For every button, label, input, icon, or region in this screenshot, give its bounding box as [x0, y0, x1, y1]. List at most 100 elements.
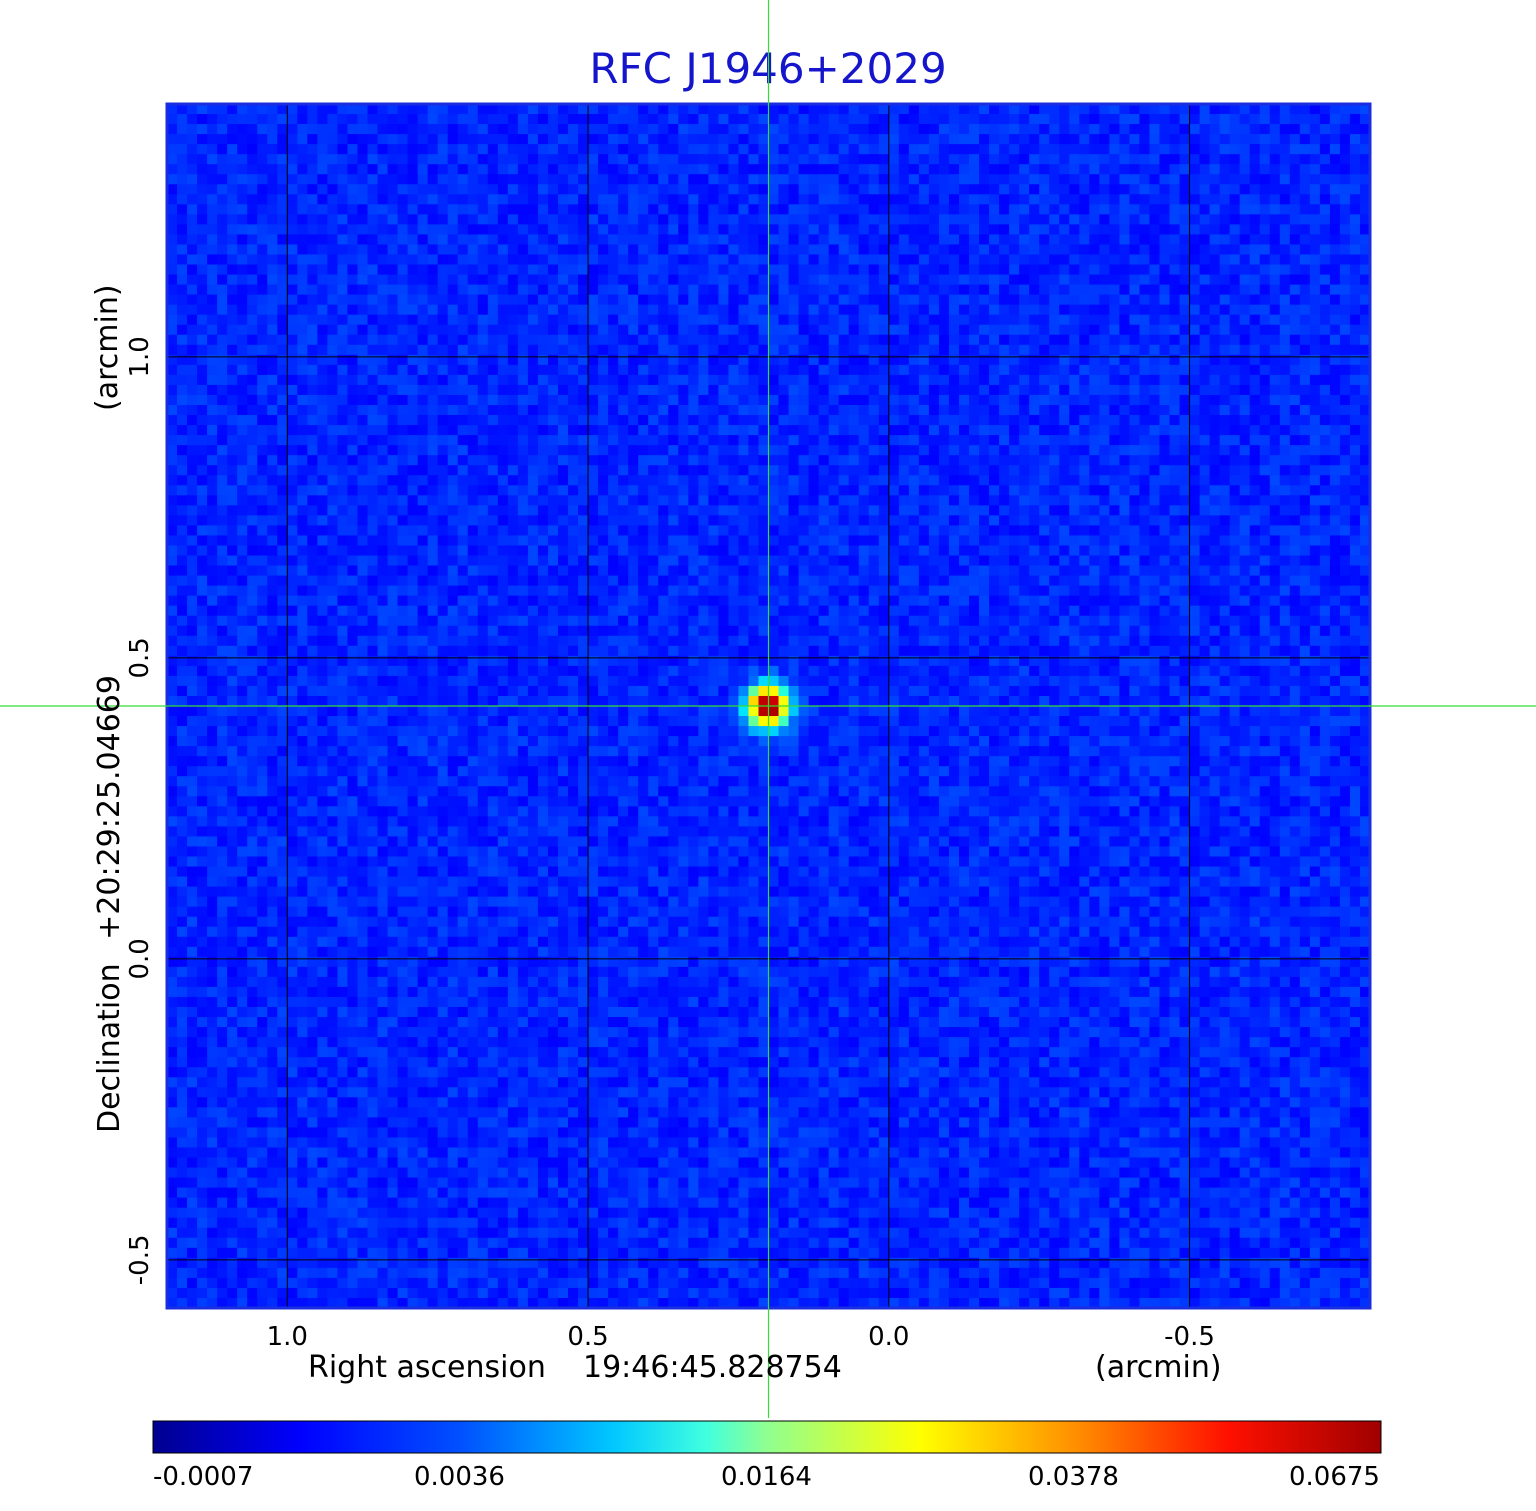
image-pixel	[1309, 364, 1321, 376]
image-pixel	[187, 174, 198, 185]
image-pixel	[718, 334, 730, 346]
image-pixel	[618, 194, 629, 205]
image-pixel	[207, 224, 218, 236]
image-pixel	[497, 194, 509, 205]
image-pixel	[257, 364, 268, 376]
image-pixel	[407, 485, 419, 496]
image-pixel	[407, 314, 419, 326]
image-pixel	[1089, 104, 1100, 115]
image-pixel	[1179, 274, 1191, 286]
image-pixel	[467, 495, 479, 506]
image-pixel	[598, 214, 609, 225]
image-pixel	[397, 394, 409, 406]
image-pixel	[1229, 244, 1241, 256]
image-pixel	[337, 114, 349, 125]
image-pixel	[397, 214, 409, 225]
image-pixel	[888, 184, 900, 195]
image-pixel	[487, 294, 499, 306]
image-pixel	[688, 505, 699, 516]
image-pixel	[1079, 294, 1090, 306]
image-pixel	[1169, 314, 1181, 326]
image-pixel	[197, 114, 208, 125]
image-pixel	[537, 314, 549, 326]
image-pixel	[1329, 264, 1341, 276]
image-pixel	[1269, 394, 1281, 406]
image-pixel	[979, 394, 990, 406]
image-pixel	[267, 415, 278, 426]
image-pixel	[888, 324, 900, 336]
image-pixel	[197, 124, 208, 135]
image-pixel	[718, 485, 730, 496]
image-pixel	[1069, 184, 1080, 195]
image-pixel	[527, 445, 539, 456]
image-pixel	[989, 154, 1000, 165]
image-pixel	[417, 154, 429, 165]
image-pixel	[407, 134, 419, 145]
image-pixel	[1339, 264, 1351, 276]
image-pixel	[778, 164, 790, 175]
image-pixel	[999, 495, 1010, 506]
image-pixel	[1089, 134, 1100, 145]
image-pixel	[427, 144, 439, 155]
image-pixel	[1249, 154, 1261, 165]
image-pixel	[347, 124, 359, 135]
image-pixel	[948, 445, 960, 456]
image-pixel	[347, 224, 359, 236]
image-pixel	[698, 485, 709, 496]
image-pixel	[417, 274, 429, 286]
image-pixel	[217, 204, 228, 215]
image-pixel	[1239, 455, 1251, 466]
image-pixel	[1199, 505, 1211, 516]
image-pixel	[979, 274, 990, 286]
image-pixel	[1189, 374, 1201, 386]
image-pixel	[848, 204, 860, 215]
image-pixel	[1109, 264, 1120, 276]
image-pixel	[547, 234, 559, 246]
image-pixel	[1229, 425, 1241, 436]
image-pixel	[217, 184, 228, 195]
image-pixel	[568, 405, 579, 416]
image-pixel	[969, 394, 980, 406]
image-pixel	[1059, 384, 1070, 396]
image-pixel	[1349, 294, 1361, 306]
image-pixel	[307, 164, 318, 175]
image-pixel	[1009, 174, 1020, 185]
image-pixel	[1189, 475, 1201, 486]
image-pixel	[908, 304, 920, 316]
image-pixel	[517, 104, 529, 115]
image-pixel	[628, 455, 639, 466]
image-pixel	[798, 435, 810, 446]
image-pixel	[257, 264, 268, 276]
image-pixel	[227, 154, 238, 165]
image-pixel	[1219, 244, 1231, 256]
image-pixel	[207, 314, 218, 326]
image-pixel	[427, 304, 439, 316]
image-pixel	[648, 495, 659, 506]
image-pixel	[598, 425, 609, 436]
image-pixel	[1029, 364, 1040, 376]
image-pixel	[1269, 194, 1281, 205]
image-pixel	[648, 204, 659, 215]
image-pixel	[187, 214, 198, 225]
image-pixel	[898, 104, 910, 115]
image-pixel	[307, 134, 318, 145]
image-pixel	[557, 324, 569, 336]
image-pixel	[1129, 234, 1141, 246]
image-pixel	[547, 455, 559, 466]
image-pixel	[417, 435, 429, 446]
image-pixel	[397, 154, 409, 165]
image-pixel	[868, 485, 880, 496]
image-pixel	[227, 134, 238, 145]
image-pixel	[1059, 254, 1070, 266]
image-pixel	[1039, 384, 1050, 396]
image-pixel	[948, 344, 960, 356]
image-pixel	[999, 244, 1010, 256]
image-pixel	[768, 515, 780, 526]
image-pixel	[327, 324, 339, 336]
image-pixel	[477, 455, 489, 466]
image-pixel	[1079, 485, 1090, 496]
image-pixel	[688, 224, 699, 236]
image-pixel	[367, 344, 379, 356]
image-pixel	[1269, 174, 1281, 185]
image-pixel	[858, 324, 870, 336]
